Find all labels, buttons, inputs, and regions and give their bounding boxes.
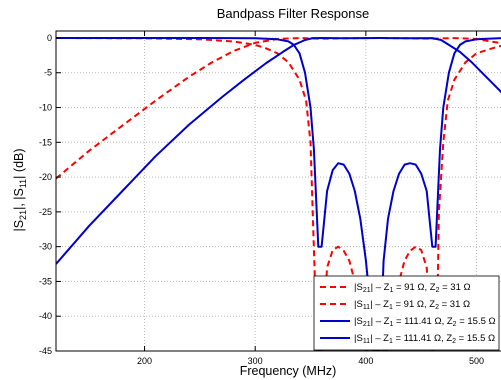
legend-entry: |S21| – Z1 = 111.41 Ω, Z2 = 15.5 Ω — [354, 316, 496, 328]
y-tick-label: -15 — [39, 137, 52, 147]
series-line-3 — [56, 37, 501, 265]
legend-entry: |S21| – Z1 = 91 Ω, Z2 = 31 Ω — [354, 282, 471, 294]
y-tick-label: -40 — [39, 311, 52, 321]
y-tick-label: -20 — [39, 172, 52, 182]
x-tick-label: 400 — [358, 356, 373, 366]
y-tick-label: 0 — [47, 33, 52, 43]
series-group — [56, 37, 501, 351]
x-tick-label: 300 — [248, 356, 263, 366]
plot-frame — [55, 30, 501, 352]
series-line-4 — [56, 37, 501, 351]
y-tick-label: -25 — [39, 207, 52, 217]
chart-title: Bandpass Filter Response — [217, 6, 369, 21]
y-tick-label: -5 — [44, 68, 52, 78]
x-axis-label: Frequency (MHz) — [240, 364, 337, 378]
x-tick-label: 200 — [137, 356, 152, 366]
y-axis-label: |S21|, |S11| (dB) — [12, 148, 28, 231]
y-tick-label: -35 — [39, 276, 52, 286]
y-tick-label: -30 — [39, 242, 52, 252]
legend-entry: |S11| – Z1 = 111.41 Ω, Z2 = 15.5 Ω — [354, 333, 495, 345]
legend: |S21| – Z1 = 91 Ω, Z2 = 31 Ω |S11| – Z1 =… — [313, 275, 500, 351]
series-line-2 — [56, 37, 501, 351]
y-tick-label: -45 — [39, 346, 52, 356]
y-tick-label: -10 — [39, 103, 52, 113]
grid-lines — [56, 31, 501, 352]
x-tick-label: 500 — [469, 356, 484, 366]
legend-entry: |S11| – Z1 = 91 Ω, Z2 = 31 Ω — [354, 299, 470, 311]
